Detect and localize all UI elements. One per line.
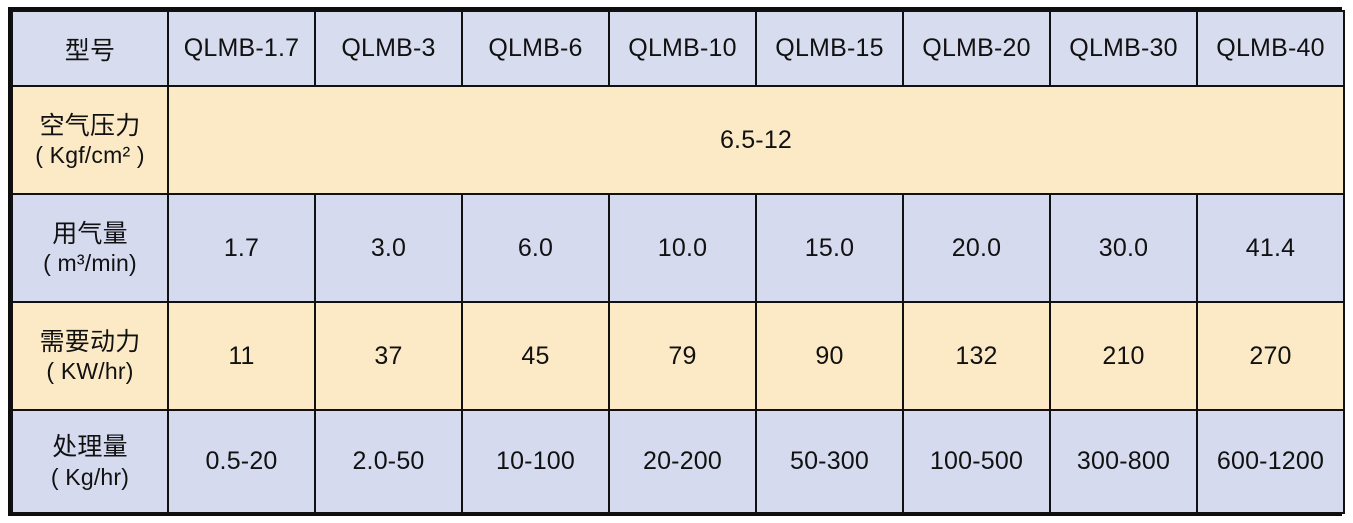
header-cell-model-6: QLMB-20 (902, 10, 1051, 87)
cell-capacity-2: 2.0-50 (314, 409, 463, 514)
row-label-name: 处理量 (52, 432, 128, 462)
table-row-capacity: 处理量 ( Kg/hr) 0.5-20 2.0-50 10-100 20-200… (11, 409, 1345, 514)
row-label-unit: ( KW/hr) (46, 358, 134, 385)
row-label-unit: ( m³/min) (43, 250, 137, 277)
row-label-air-pressure: 空气压力 ( Kgf/cm² ) (11, 85, 169, 195)
cell-capacity-4: 20-200 (608, 409, 757, 514)
header-cell-model-3: QLMB-6 (461, 10, 610, 87)
header-cell-model-label: 型号 (11, 10, 169, 87)
table-row-required-power: 需要动力 ( KW/hr) 11 37 45 79 90 132 210 270 (11, 301, 1345, 411)
row-label-name: 需要动力 (39, 326, 141, 356)
cell-capacity-6: 100-500 (902, 409, 1051, 514)
cell-required-power-7: 210 (1049, 301, 1198, 411)
cell-air-consumption-7: 30.0 (1049, 193, 1198, 303)
cell-air-consumption-5: 15.0 (755, 193, 904, 303)
cell-air-pressure-all-models: 6.5-12 (167, 85, 1345, 195)
header-cell-model-2: QLMB-3 (314, 10, 463, 87)
table-row-air-consumption: 用气量 ( m³/min) 1.7 3.0 6.0 10.0 15.0 20.0… (11, 193, 1345, 303)
cell-air-consumption-8: 41.4 (1196, 193, 1345, 303)
cell-air-consumption-1: 1.7 (167, 193, 316, 303)
specification-table-container: 型号 QLMB-1.7 QLMB-3 QLMB-6 QLMB-10 QLMB-1… (8, 7, 1345, 516)
table-row-air-pressure: 空气压力 ( Kgf/cm² ) 6.5-12 (11, 85, 1345, 195)
cell-air-consumption-2: 3.0 (314, 193, 463, 303)
cell-required-power-5: 90 (755, 301, 904, 411)
header-cell-model-8: QLMB-40 (1196, 10, 1345, 87)
cell-required-power-1: 11 (167, 301, 316, 411)
cell-required-power-4: 79 (608, 301, 757, 411)
row-label-unit: ( Kgf/cm² ) (35, 142, 145, 169)
header-cell-model-4: QLMB-10 (608, 10, 757, 87)
cell-air-consumption-4: 10.0 (608, 193, 757, 303)
cell-required-power-3: 45 (461, 301, 610, 411)
cell-air-consumption-6: 20.0 (902, 193, 1051, 303)
cell-capacity-8: 600-1200 (1196, 409, 1345, 514)
cell-required-power-6: 132 (902, 301, 1051, 411)
specification-table: 型号 QLMB-1.7 QLMB-3 QLMB-6 QLMB-10 QLMB-1… (11, 10, 1345, 514)
header-cell-model-1: QLMB-1.7 (167, 10, 316, 87)
cell-capacity-3: 10-100 (461, 409, 610, 514)
cell-capacity-7: 300-800 (1049, 409, 1198, 514)
row-label-unit: ( Kg/hr) (50, 463, 130, 490)
table-header-row: 型号 QLMB-1.7 QLMB-3 QLMB-6 QLMB-10 QLMB-1… (11, 10, 1345, 87)
header-cell-model-5: QLMB-15 (755, 10, 904, 87)
row-label-air-consumption: 用气量 ( m³/min) (11, 193, 169, 303)
cell-required-power-2: 37 (314, 301, 463, 411)
row-label-name: 用气量 (52, 218, 128, 248)
cell-capacity-5: 50-300 (755, 409, 904, 514)
row-label-name: 空气压力 (39, 110, 141, 140)
header-cell-model-7: QLMB-30 (1049, 10, 1198, 87)
cell-required-power-8: 270 (1196, 301, 1345, 411)
row-label-required-power: 需要动力 ( KW/hr) (11, 301, 169, 411)
cell-capacity-1: 0.5-20 (167, 409, 316, 514)
cell-air-consumption-3: 6.0 (461, 193, 610, 303)
row-label-capacity: 处理量 ( Kg/hr) (11, 409, 169, 514)
